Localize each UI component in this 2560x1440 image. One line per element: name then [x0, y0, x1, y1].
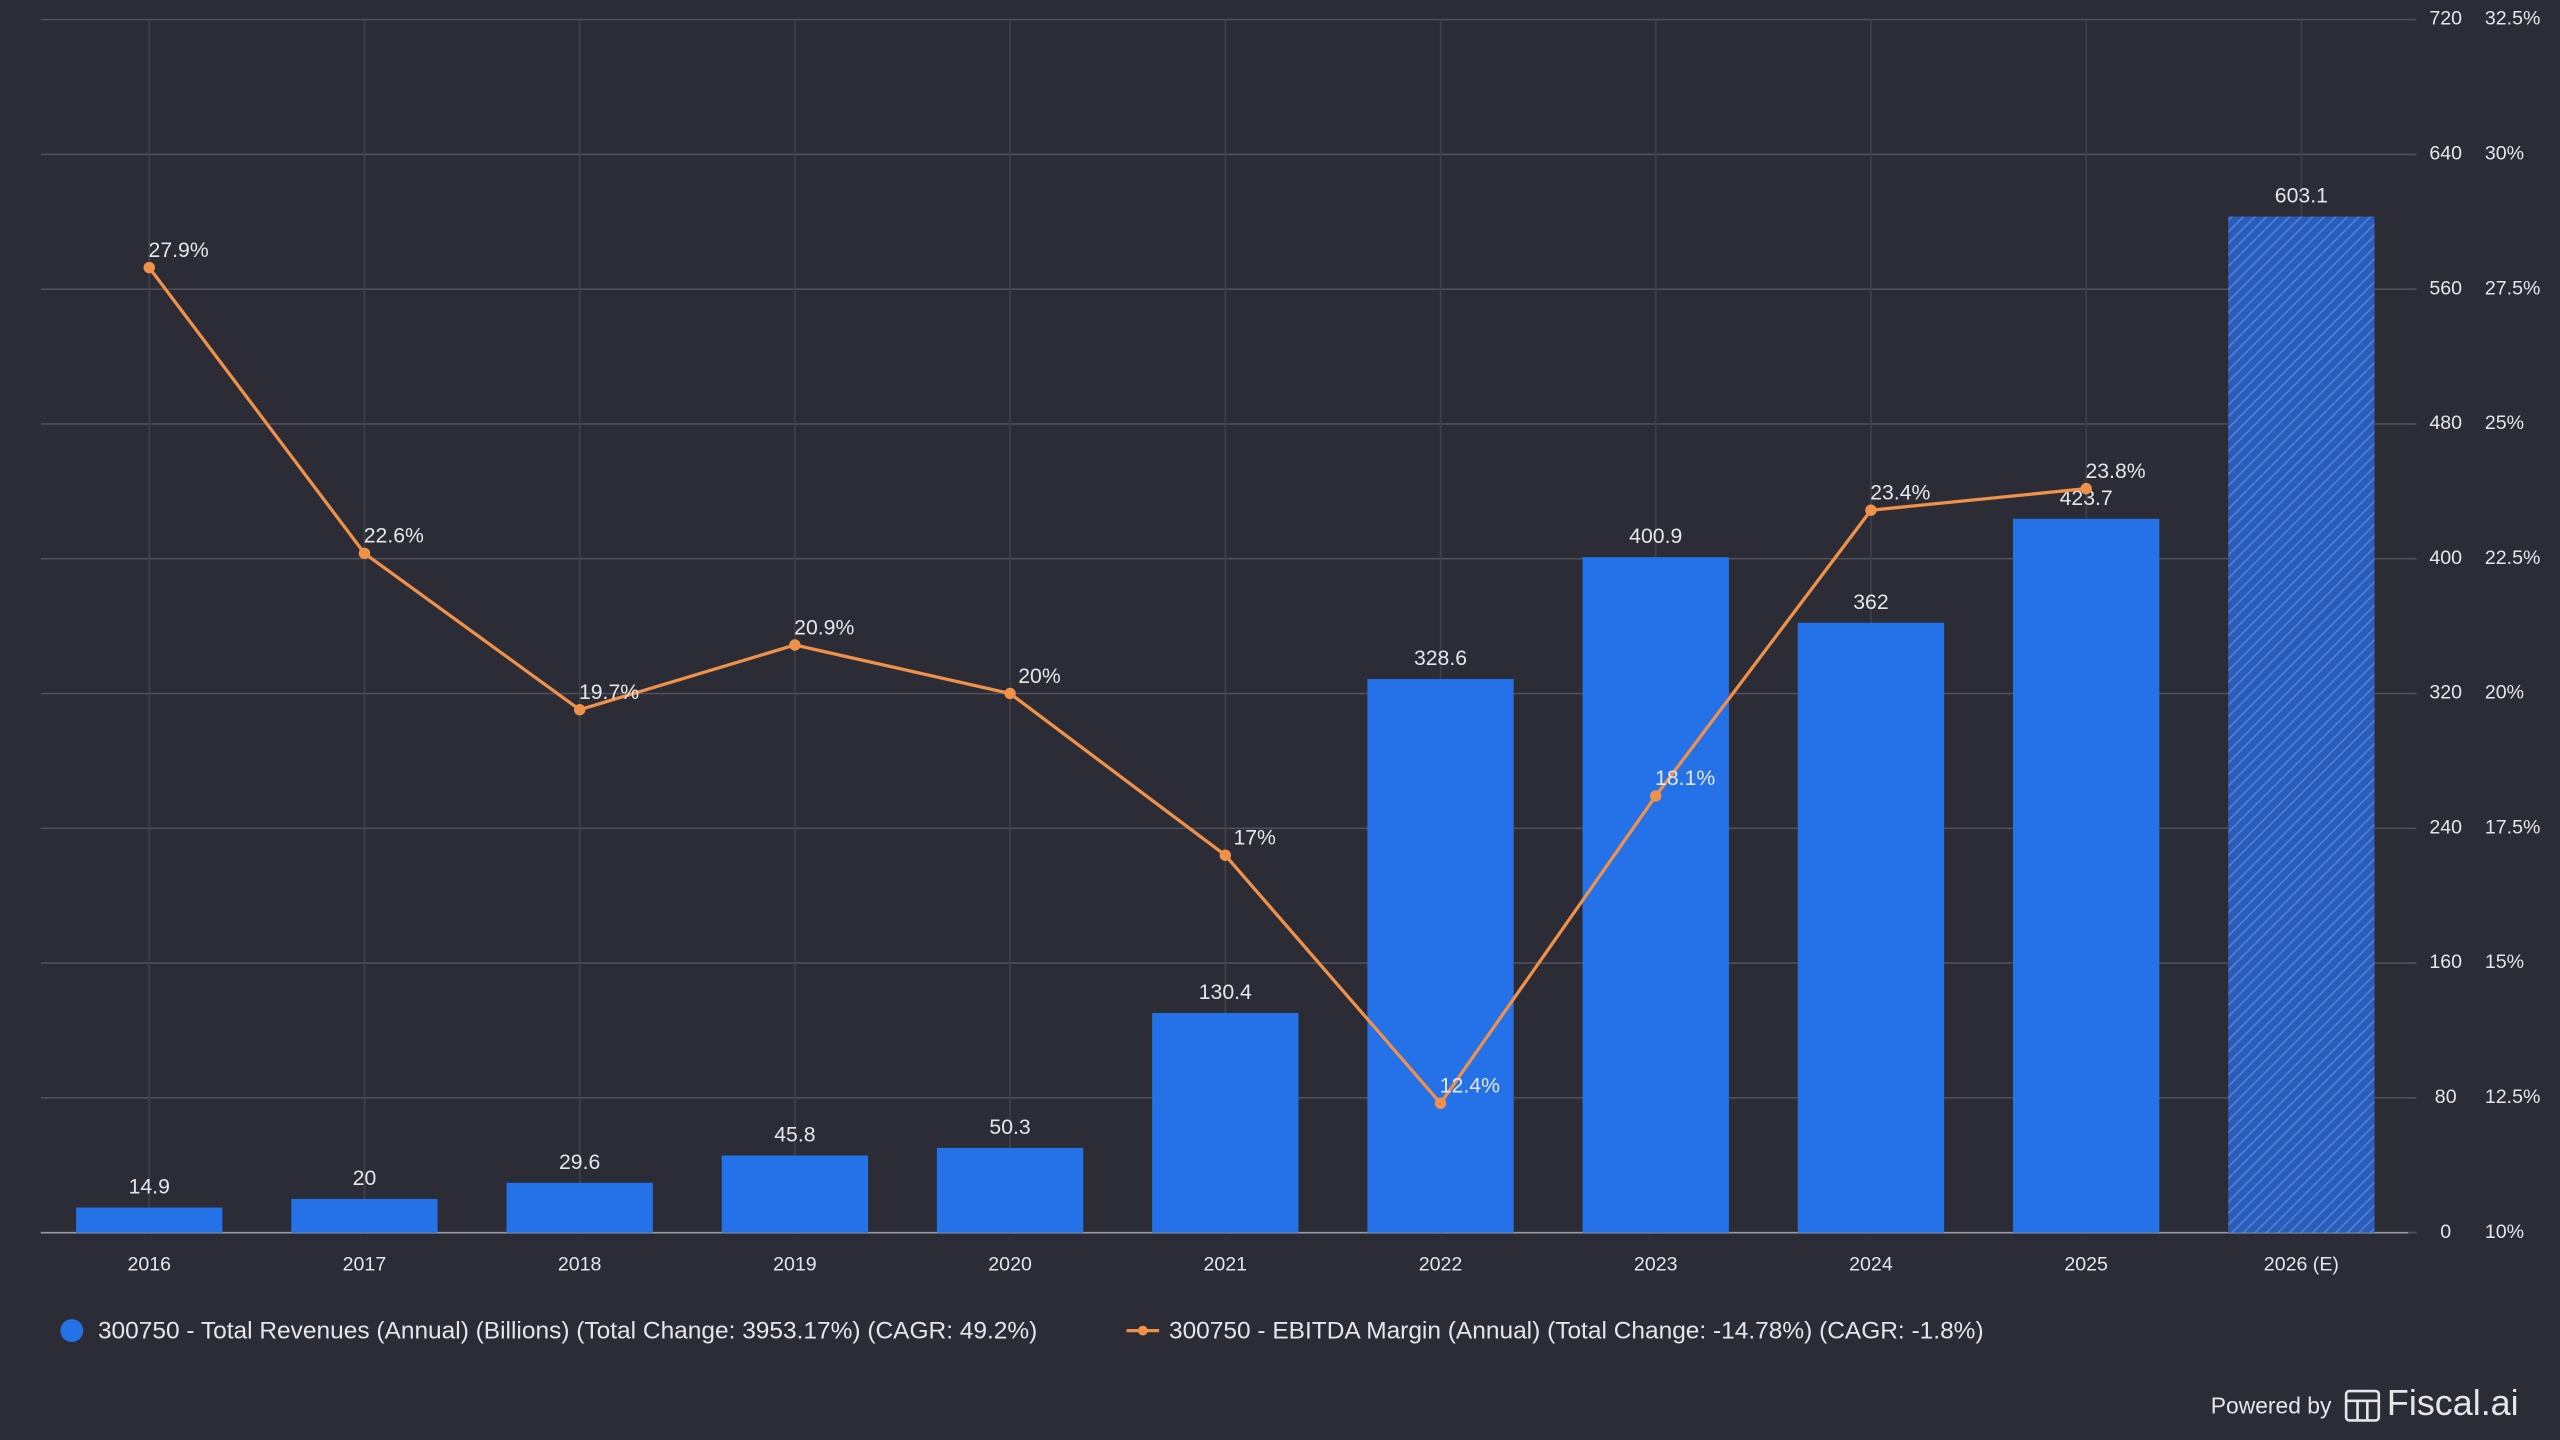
plot-area: 0 80 160 240 320 400 480 560 640 720 10% 12.5% 15% 17… — [40, 8, 2541, 1275]
bar — [2012, 518, 2160, 1233]
line — [147, 266, 2087, 1106]
bar-value-label: 14.9 — [129, 1176, 170, 1199]
line-point — [358, 547, 371, 560]
brand: Fiscal.ai — [2387, 1382, 2519, 1423]
y2-tick-label: 20% — [2485, 682, 2524, 704]
legend-swatch — [60, 1319, 84, 1343]
line-value-label: 12.4% — [1440, 1075, 1500, 1098]
bar — [506, 1182, 653, 1233]
bar-value-label: 29.6 — [559, 1151, 600, 1174]
bar-value-label: 130.4 — [1199, 981, 1252, 1004]
y2-tick-label: 17.5% — [2485, 816, 2541, 838]
bar-value-label: 400.9 — [1629, 525, 1682, 548]
y-tick-label: 160 — [2429, 951, 2462, 973]
legend: 300750 - Total Revenues (Annual) (Billio… — [60, 1318, 1984, 1345]
bar — [936, 1147, 1084, 1233]
y2-tick-label: 22.5% — [2485, 547, 2541, 569]
line-point — [1004, 687, 1016, 700]
line-value-label: 20% — [1018, 665, 1061, 688]
line-value-label: 18.1% — [1655, 767, 1715, 790]
bar — [291, 1198, 438, 1233]
x-tick-label: 2022 — [1419, 1253, 1463, 1275]
x-tick-label: 2019 — [773, 1253, 817, 1275]
legend-label: 300750 - Total Revenues (Annual) (Billio… — [98, 1318, 1037, 1345]
x-tick-label: 2024 — [1849, 1253, 1893, 1275]
y2-tick-label: 25% — [2485, 412, 2524, 434]
y-tick-label: 480 — [2429, 412, 2462, 434]
line-value-label: 19.7% — [579, 681, 639, 704]
line-value-label: 22.6% — [364, 525, 424, 548]
line-point — [1219, 849, 1232, 861]
y-tick-label: 720 — [2429, 8, 2462, 30]
line-point — [2080, 482, 2092, 495]
bar-value-label: 50.3 — [989, 1116, 1030, 1139]
bar — [1797, 622, 1945, 1233]
bar — [2228, 216, 2375, 1233]
y-tick-label: 240 — [2429, 816, 2462, 838]
bar-value-label: 362 — [1853, 591, 1888, 614]
line-value-label: 17% — [1233, 827, 1276, 850]
bar-value-label: 603.1 — [2275, 185, 2328, 208]
bar — [1152, 1012, 1299, 1233]
x-tick-label: 2021 — [1204, 1253, 1248, 1275]
bar-value-label: 328.6 — [1414, 647, 1467, 670]
y-tick-label: 400 — [2429, 547, 2462, 569]
y2-tick-label: 30% — [2485, 143, 2524, 165]
y2-tick-label: 27.5% — [2485, 277, 2541, 299]
y2-tick-label: 12.5% — [2485, 1086, 2541, 1108]
line-value-label: 23.8% — [2085, 460, 2145, 483]
y-tick-label: 560 — [2429, 277, 2462, 299]
line-value-label: 23.4% — [1870, 481, 1930, 504]
bar — [721, 1155, 869, 1233]
bar-value-label: 423.7 — [2060, 487, 2113, 510]
y-tick-label: 320 — [2429, 682, 2462, 704]
line-point — [1434, 1097, 1447, 1109]
y2-tick-label: 15% — [2485, 951, 2524, 973]
x-tick-label: 2026 (E) — [2264, 1253, 2339, 1275]
bar — [1582, 557, 1729, 1233]
x-tick-label: 2018 — [558, 1253, 602, 1275]
x-tick-label: 2025 — [2064, 1253, 2108, 1275]
line-point — [789, 639, 801, 651]
y2-tick-label: 10% — [2485, 1221, 2524, 1243]
y-tick-label: 80 — [2435, 1086, 2457, 1108]
bar-value-label: 20 — [353, 1167, 377, 1190]
bar-value-label: 45.8 — [774, 1124, 815, 1147]
line-point — [1650, 790, 1662, 802]
y2-tick-label: 32.5% — [2485, 8, 2541, 30]
x-tick-label: 2023 — [1634, 1253, 1678, 1275]
line-point — [1865, 504, 1877, 516]
powered-by: Powered by — [2211, 1392, 2332, 1418]
legend-swatch-dot — [1137, 1325, 1148, 1336]
line-value-label: 27.9% — [149, 239, 209, 262]
bar — [1367, 679, 1514, 1233]
line-point — [143, 261, 155, 274]
x-tick-label: 2017 — [343, 1253, 387, 1275]
brand-logo — [2344, 1389, 2381, 1422]
footer: Powered by Fiscal.ai — [2211, 1382, 2519, 1423]
x-tick-label: 2016 — [127, 1253, 171, 1275]
line-point — [573, 703, 586, 716]
bar — [76, 1207, 223, 1233]
line-value-label: 20.9% — [794, 616, 854, 639]
x-tick-label: 2020 — [988, 1253, 1032, 1275]
y-tick-label: 640 — [2429, 143, 2462, 165]
legend-label: 300750 - EBITDA Margin (Annual) (Total C… — [1169, 1318, 1984, 1345]
y-tick-label: 0 — [2440, 1221, 2451, 1243]
